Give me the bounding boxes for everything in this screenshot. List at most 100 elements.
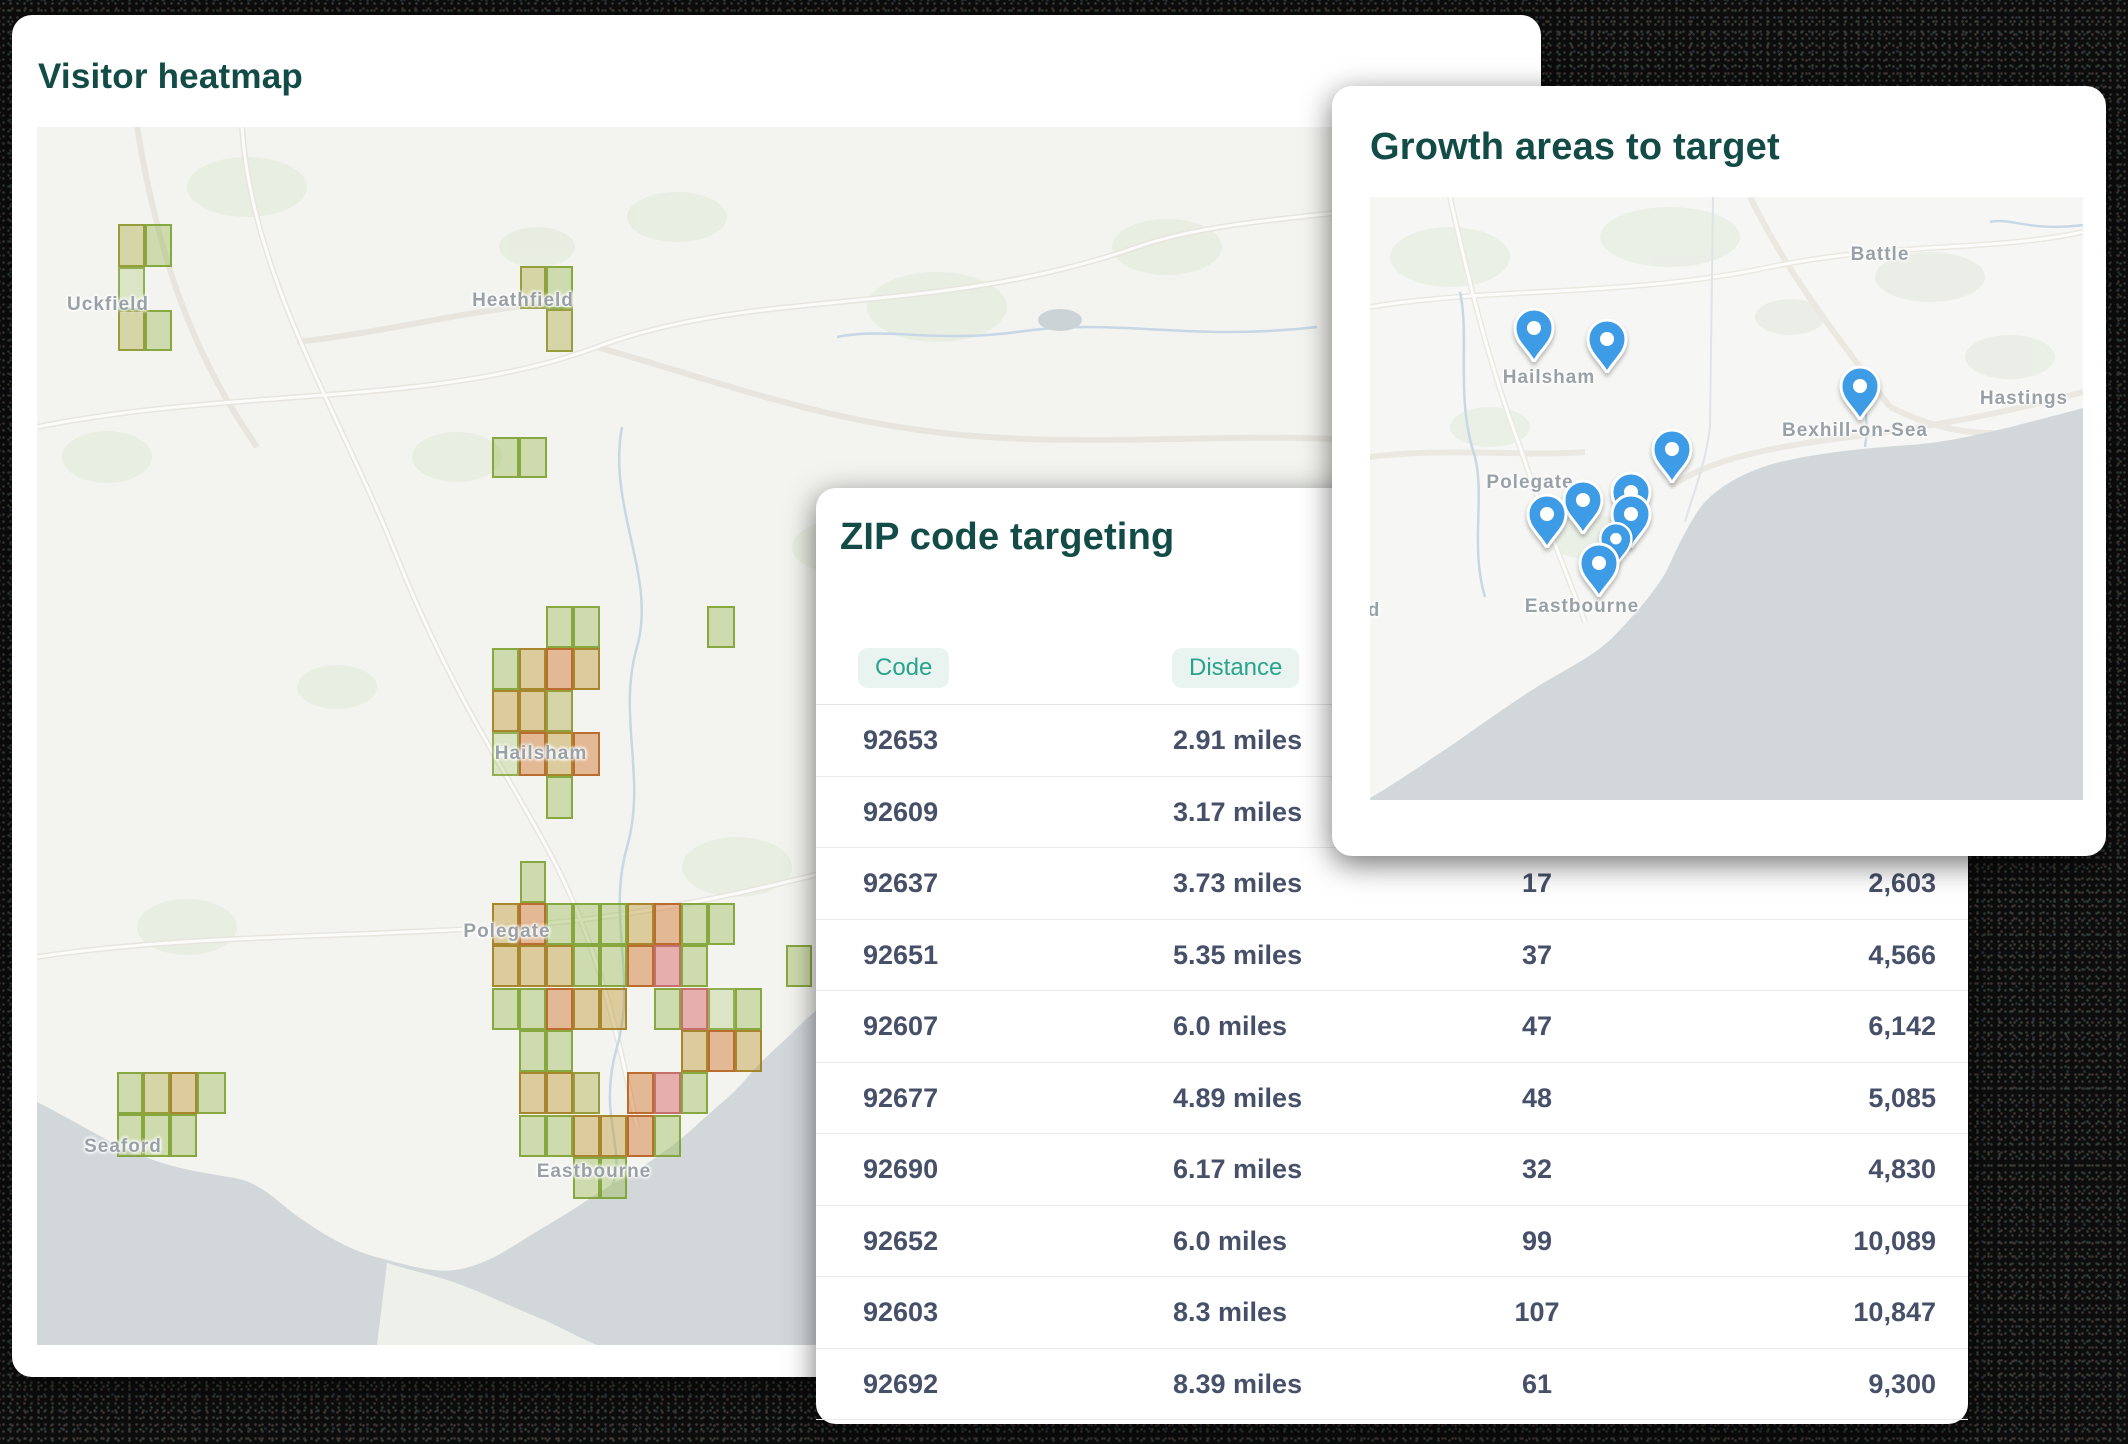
heatmap-cell[interactable] bbox=[143, 1072, 170, 1114]
heatmap-cell[interactable] bbox=[573, 732, 600, 776]
heatmap-cell[interactable] bbox=[627, 1072, 654, 1114]
heatmap-cell[interactable] bbox=[681, 988, 708, 1030]
map-pin-icon[interactable] bbox=[1837, 362, 1883, 425]
heatmap-cell[interactable] bbox=[519, 988, 546, 1030]
heatmap-cell[interactable] bbox=[118, 310, 145, 351]
heatmap-cell[interactable] bbox=[573, 648, 600, 690]
distance-cell: 8.39 miles bbox=[1173, 1368, 1303, 1399]
heatmap-cell[interactable] bbox=[573, 903, 600, 945]
heatmap-cell[interactable] bbox=[546, 690, 573, 732]
heatmap-cell[interactable] bbox=[708, 988, 735, 1030]
heatmap-cell[interactable] bbox=[519, 437, 547, 478]
heatmap-cell[interactable] bbox=[735, 1030, 762, 1072]
heatmap-cell[interactable] bbox=[654, 1115, 681, 1157]
heatmap-cell[interactable] bbox=[681, 1072, 708, 1114]
heatmap-cell[interactable] bbox=[519, 945, 546, 987]
heatmap-cell[interactable] bbox=[492, 732, 519, 776]
map-town-label: Battle bbox=[1850, 244, 1910, 265]
map-pin-icon[interactable] bbox=[1649, 425, 1695, 488]
growth-areas-title: Growth areas to target bbox=[1370, 126, 1780, 168]
heatmap-cell[interactable] bbox=[546, 1115, 573, 1157]
heatmap-cell[interactable] bbox=[681, 903, 708, 945]
distance-cell: 4.89 miles bbox=[1173, 1082, 1303, 1113]
heatmap-cell[interactable] bbox=[145, 224, 172, 267]
heatmap-cell[interactable] bbox=[573, 606, 600, 648]
heatmap-cell[interactable] bbox=[546, 988, 573, 1030]
heatmap-cell[interactable] bbox=[143, 1114, 170, 1157]
heatmap-cell[interactable] bbox=[519, 732, 546, 776]
map-pin-icon[interactable] bbox=[1584, 315, 1630, 378]
zip-table-row: 92637 3.73 miles 17 2,603 bbox=[816, 848, 1968, 920]
heatmap-cell[interactable] bbox=[654, 945, 681, 987]
total-cell: 9,300 bbox=[1868, 1368, 1936, 1399]
heatmap-cell[interactable] bbox=[654, 903, 681, 945]
heatmap-cell[interactable] bbox=[145, 310, 172, 351]
heatmap-cell[interactable] bbox=[492, 903, 519, 945]
heatmap-cell[interactable] bbox=[546, 309, 573, 352]
heatmap-cell[interactable] bbox=[573, 1157, 600, 1199]
heatmap-cell[interactable] bbox=[492, 437, 519, 478]
heatmap-cell[interactable] bbox=[600, 1115, 627, 1157]
heatmap-cell[interactable] bbox=[546, 648, 573, 690]
heatmap-cell[interactable] bbox=[627, 1115, 654, 1157]
heatmap-cell[interactable] bbox=[708, 1030, 735, 1072]
heatmap-cell[interactable] bbox=[600, 945, 627, 987]
heatmap-cell[interactable] bbox=[519, 648, 546, 690]
heatmap-cell[interactable] bbox=[573, 988, 600, 1030]
map-pin-icon[interactable] bbox=[1524, 490, 1570, 553]
heatmap-cell[interactable] bbox=[519, 903, 546, 945]
heatmap-cell[interactable] bbox=[546, 903, 573, 945]
zip-targeting-title: ZIP code targeting bbox=[840, 516, 1175, 558]
heatmap-cell[interactable] bbox=[573, 1115, 600, 1157]
heatmap-cell[interactable] bbox=[546, 1072, 573, 1114]
heatmap-cell[interactable] bbox=[681, 945, 708, 987]
heatmap-cell[interactable] bbox=[707, 606, 735, 648]
distance-cell: 3.73 miles bbox=[1173, 868, 1303, 898]
heatmap-cell[interactable] bbox=[573, 1072, 600, 1114]
heatmap-cell[interactable] bbox=[519, 1115, 546, 1157]
heatmap-cell[interactable] bbox=[492, 988, 519, 1030]
heatmap-cell[interactable] bbox=[520, 266, 546, 309]
heatmap-cell[interactable] bbox=[627, 945, 654, 987]
heatmap-cell[interactable] bbox=[600, 903, 627, 945]
heatmap-cell[interactable] bbox=[520, 861, 546, 903]
heatmap-cell[interactable] bbox=[519, 1072, 546, 1114]
heatmap-cell[interactable] bbox=[546, 266, 573, 309]
heatmap-cell[interactable] bbox=[654, 1072, 681, 1114]
column-header-code[interactable]: Code bbox=[858, 648, 950, 688]
heatmap-cell[interactable] bbox=[492, 945, 519, 987]
heatmap-cell[interactable] bbox=[519, 690, 546, 732]
map-town-label: Eastbourne bbox=[536, 1161, 652, 1182]
map-pin-icon[interactable] bbox=[1576, 539, 1622, 602]
heatmap-cell[interactable] bbox=[492, 690, 519, 732]
heatmap-cell[interactable] bbox=[170, 1114, 197, 1157]
heatmap-cell[interactable] bbox=[786, 945, 812, 987]
heatmap-cell[interactable] bbox=[118, 224, 145, 267]
heatmap-cell[interactable] bbox=[546, 606, 573, 648]
heatmap-cell[interactable] bbox=[654, 988, 681, 1030]
heatmap-cell[interactable] bbox=[627, 903, 654, 945]
heatmap-cell[interactable] bbox=[708, 903, 735, 945]
heatmap-cell[interactable] bbox=[118, 267, 145, 310]
heatmap-cell[interactable] bbox=[170, 1072, 197, 1114]
heatmap-cell[interactable] bbox=[492, 648, 519, 690]
distance-cell: 6.0 miles bbox=[1173, 1011, 1288, 1041]
heatmap-cell[interactable] bbox=[681, 1030, 708, 1072]
heatmap-cell[interactable] bbox=[600, 988, 627, 1030]
map-pin-icon[interactable] bbox=[1511, 304, 1557, 367]
basemap-decor bbox=[1370, 197, 2083, 800]
heatmap-cell[interactable] bbox=[546, 945, 573, 987]
heatmap-cell[interactable] bbox=[546, 732, 573, 776]
heatmap-cell[interactable] bbox=[117, 1114, 143, 1157]
heatmap-cell[interactable] bbox=[546, 776, 573, 819]
growth-areas-map[interactable]: Battle Hastings Bexhill-on-Sea Hailsham Pole… bbox=[1370, 197, 2083, 800]
heatmap-cell[interactable] bbox=[735, 988, 762, 1030]
heatmap-cell[interactable] bbox=[117, 1072, 143, 1114]
map-town-label: Heathfield bbox=[472, 290, 574, 311]
column-header-distance[interactable]: Distance bbox=[1172, 648, 1300, 688]
heatmap-cell[interactable] bbox=[519, 1030, 546, 1072]
heatmap-cell[interactable] bbox=[546, 1030, 573, 1072]
heatmap-cell[interactable] bbox=[197, 1072, 226, 1114]
heatmap-cell[interactable] bbox=[600, 1157, 627, 1199]
heatmap-cell[interactable] bbox=[573, 945, 600, 987]
